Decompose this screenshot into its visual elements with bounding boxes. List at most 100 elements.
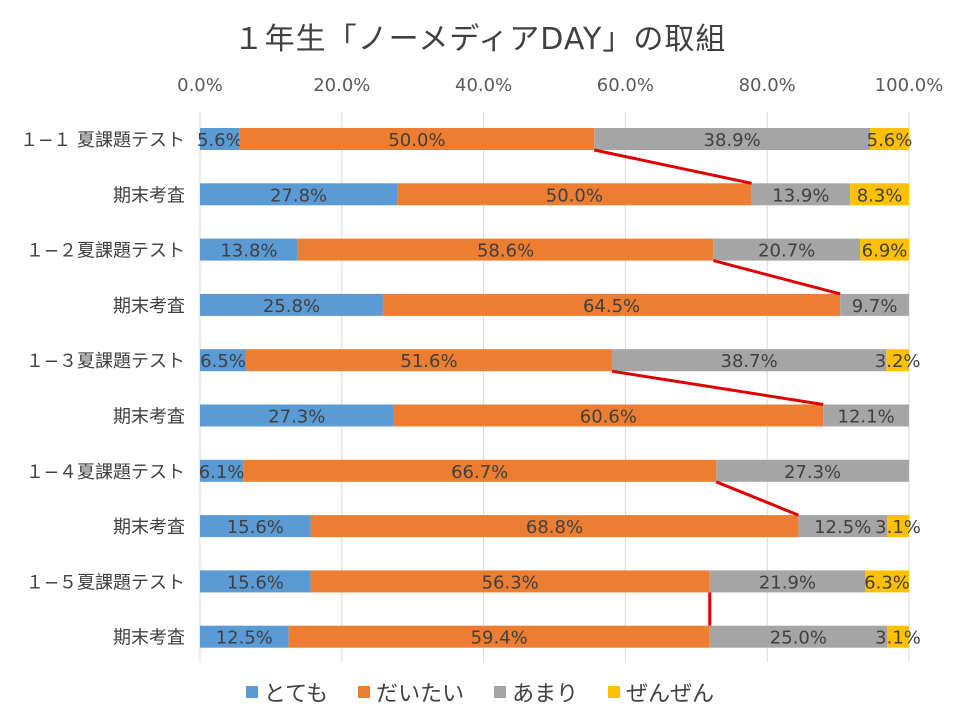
legend-item: だいたい [358, 676, 464, 708]
data-label: 12.1% [838, 407, 895, 428]
bar-segment-2 [393, 404, 824, 427]
bar-segment-2 [310, 570, 710, 593]
data-label: 58.6% [477, 241, 534, 262]
chart-legend: とても だいたい あまり ぜんぜん [0, 676, 960, 708]
legend-item: ぜんぜん [608, 676, 714, 708]
bar-segment-4 [870, 128, 909, 150]
bar-segment-1 [200, 570, 311, 593]
data-label: 8.3% [857, 185, 903, 206]
bar-segment-3 [713, 238, 861, 261]
bar-segment-3 [709, 625, 888, 648]
data-label: 38.7% [721, 351, 778, 372]
legend-label: だいたい [376, 682, 465, 707]
chart-title: １年生「ノーメディアDAY」の取組 [233, 22, 727, 57]
bar-segment-3 [751, 183, 851, 206]
stacked-bar-chart: 0.0% 20.0% 40.0% 60.0% 80.0% 100.0% １−１ 夏課題テスト… [20, 75, 944, 662]
legend-label: あまり [512, 682, 579, 707]
data-label: 25.0% [770, 628, 827, 649]
legend-label: とても [263, 682, 329, 707]
data-label: 59.4% [471, 628, 528, 649]
bar-segment-1 [200, 404, 394, 427]
data-label: 20.7% [758, 241, 815, 262]
data-label: 6.5% [200, 351, 246, 372]
data-label: 27.3% [784, 462, 841, 483]
x-tick-label: 80.0% [739, 75, 796, 96]
connector-line [712, 259, 841, 296]
connector-line [611, 369, 824, 406]
bar-segment-1 [200, 625, 289, 648]
data-label: 56.3% [482, 572, 539, 593]
data-label: 3.2% [875, 351, 921, 372]
bar-segment-3 [716, 459, 909, 482]
bar-segment-1 [200, 128, 240, 150]
category-label: 期末考査 [113, 296, 185, 317]
legend-swatch [494, 686, 507, 698]
data-label: 66.7% [451, 462, 508, 483]
bar-segment-4 [860, 238, 909, 261]
data-label: 50.0% [388, 130, 445, 151]
bar-segment-3 [594, 128, 871, 150]
bar-segment-2 [239, 128, 595, 150]
data-label: 13.8% [220, 241, 277, 262]
bar-segment-4 [887, 625, 909, 648]
data-label: 5.6% [197, 130, 243, 151]
data-label: 25.8% [263, 296, 320, 317]
data-label: 13.9% [772, 185, 829, 206]
data-label: 60.6% [580, 407, 637, 428]
bar-segment-2 [288, 625, 710, 648]
bar-segment-4 [865, 570, 909, 593]
bar-segment-2 [310, 515, 799, 538]
bar-segment-1 [200, 459, 244, 482]
category-label: １−１ 夏課題テスト [20, 130, 185, 151]
data-label: 3.1% [875, 517, 921, 538]
bar-segment-1 [200, 293, 383, 316]
category-label: 期末考査 [113, 185, 185, 206]
bar-segment-3 [798, 515, 888, 538]
category-label: １−３夏課題テスト [26, 351, 185, 372]
legend-swatch [608, 686, 621, 698]
category-label: １−５夏課題テスト [26, 572, 185, 593]
connector-line [593, 148, 752, 185]
bar-segment-4 [886, 349, 909, 372]
bar-segment-2 [246, 349, 612, 372]
data-label: 27.3% [268, 407, 325, 428]
x-tick-label: 20.0% [313, 75, 370, 96]
data-label: 15.6% [227, 572, 284, 593]
bar-segment-3 [823, 404, 909, 427]
bar-segment-4 [850, 183, 909, 206]
data-label: 3.1% [875, 628, 921, 649]
category-label: １−２夏課題テスト [26, 241, 185, 262]
bar-segment-2 [397, 183, 752, 206]
data-label: 68.8% [526, 517, 583, 538]
x-tick-label: 0.0% [177, 75, 223, 96]
legend-item: あまり [494, 676, 578, 708]
bar-segment-1 [200, 515, 311, 538]
data-label: 21.9% [759, 572, 816, 593]
data-label: 50.0% [546, 185, 603, 206]
legend-label: ぜんぜん [626, 682, 715, 707]
bar-segment-3 [611, 349, 887, 372]
category-label: 期末考査 [113, 407, 185, 428]
data-label: 6.1% [199, 462, 245, 483]
data-label: 51.6% [400, 351, 457, 372]
data-label: 64.5% [583, 296, 640, 317]
bar-segment-2 [297, 238, 714, 261]
category-label: １−４夏課題テスト [26, 462, 185, 483]
data-label: 12.5% [216, 628, 273, 649]
legend-swatch [358, 686, 371, 698]
data-label: 6.9% [862, 241, 908, 262]
category-label: 期末考査 [113, 628, 185, 649]
data-label: 9.7% [852, 296, 898, 317]
legend-swatch [245, 686, 258, 698]
data-label: 38.9% [704, 130, 761, 151]
x-tick-label: 100.0% [875, 75, 944, 96]
data-label: 6.3% [864, 572, 910, 593]
bar-segment-2 [382, 293, 841, 316]
bar-segment-1 [200, 183, 398, 206]
bar-segment-1 [200, 349, 247, 372]
legend-item: とても [245, 676, 329, 708]
data-label: 12.5% [814, 517, 871, 538]
connector-line [715, 480, 799, 517]
bar-segment-3 [840, 293, 909, 316]
data-label: 5.6% [867, 130, 913, 151]
